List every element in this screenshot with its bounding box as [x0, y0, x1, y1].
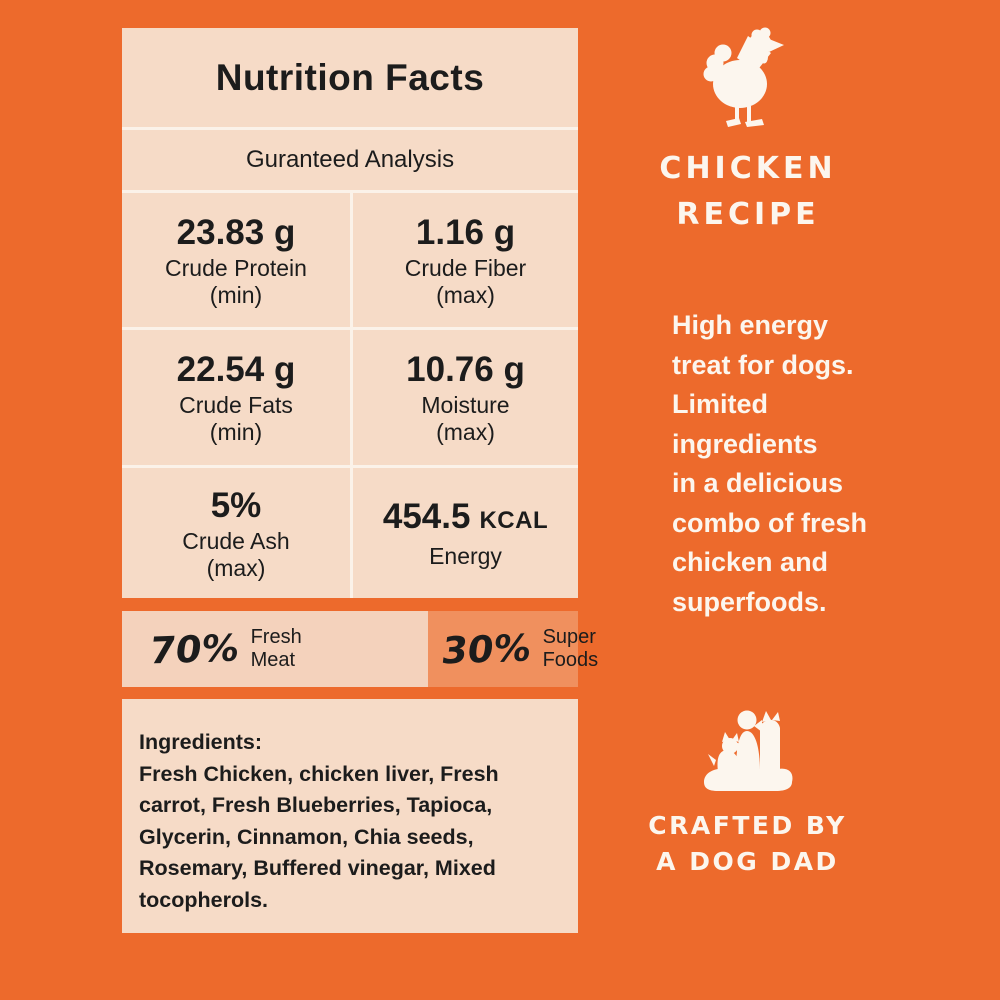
recipe-badge: CHICKEN RECIPE	[652, 146, 844, 238]
fresh-meat-percent: 70%	[147, 625, 242, 673]
dog-dad-icon	[704, 710, 793, 791]
nutrient-cell-crude-fats: 22.54 g Crude Fats (min)	[122, 327, 350, 465]
ingredients-list: Fresh Chicken, chicken liver, Fresh carr…	[139, 761, 499, 912]
nutrient-cell-crude-fiber: 1.16 g Crude Fiber (max)	[350, 190, 578, 327]
ingredients-panel: Ingredients: Fresh Chicken, chicken live…	[122, 699, 578, 933]
nutrient-value: 22.54 g	[176, 350, 296, 389]
nutrient-label: Crude Ash	[182, 527, 290, 554]
panel-title: Nutrition Facts	[215, 56, 485, 98]
nutrient-qualifier: (min)	[209, 281, 263, 308]
nutrient-label: Moisture	[421, 392, 510, 418]
composition-bar: 70% Fresh Meat 30% Super Foods	[122, 611, 598, 687]
recipe-line-1: CHICKEN	[659, 151, 837, 186]
nutrient-qualifier: (max)	[436, 281, 495, 308]
nutrient-cell-moisture: 10.76 g Moisture (max)	[350, 327, 578, 465]
nutrient-unit: KCAL	[479, 506, 549, 534]
nutrient-qualifier: (min)	[209, 419, 263, 445]
recipe-line-2: RECIPE	[676, 197, 820, 232]
panel-title-row: Nutrition Facts	[122, 28, 578, 127]
nutrient-label: Crude Fats	[179, 392, 293, 418]
nutrient-value: 1.16 g	[415, 212, 516, 252]
nutrient-label: Crude Protein	[165, 254, 307, 281]
nutrient-value: 23.83 g	[176, 212, 296, 252]
crafted-line-1: CRAFTED BY	[648, 811, 847, 840]
super-foods-label: Super Foods	[542, 626, 599, 671]
panel-subtitle: Guranteed Analysis	[122, 127, 578, 190]
nutrient-cell-crude-ash: 5% Crude Ash (max)	[122, 465, 350, 598]
nutrient-value: 5%	[210, 485, 262, 525]
crafted-line-2: A DOG DAD	[656, 847, 839, 876]
crafted-badge: CRAFTED BY A DOG DAD	[645, 808, 850, 880]
nutrient-grid: 23.83 g Crude Protein (min) 1.16 g Crude…	[122, 190, 578, 598]
nutrient-qualifier: (max)	[436, 419, 495, 445]
nutrient-value: 454.5	[382, 496, 471, 536]
super-foods-percent: 30%	[439, 625, 534, 673]
chicken-icon	[703, 27, 784, 127]
nutrient-cell-energy: 454.5 KCAL Energy	[350, 465, 578, 598]
nutrient-label: Crude Fiber	[404, 254, 527, 281]
fresh-meat-label: Fresh Meat	[250, 626, 302, 671]
nutrition-facts-panel: Nutrition Facts Guranteed Analysis 23.83…	[122, 28, 578, 598]
super-foods-segment: 30% Super Foods	[428, 611, 598, 687]
product-description: High energy treat for dogs. Limited ingr…	[672, 310, 868, 617]
nutrient-label: Energy	[429, 542, 502, 569]
fresh-meat-segment: 70% Fresh Meat	[122, 611, 428, 687]
nutrient-cell-crude-protein: 23.83 g Crude Protein (min)	[122, 190, 350, 327]
nutrient-qualifier: (max)	[206, 554, 266, 581]
ingredients-heading: Ingredients:	[139, 730, 263, 754]
nutrient-value: 10.76 g	[406, 350, 525, 389]
